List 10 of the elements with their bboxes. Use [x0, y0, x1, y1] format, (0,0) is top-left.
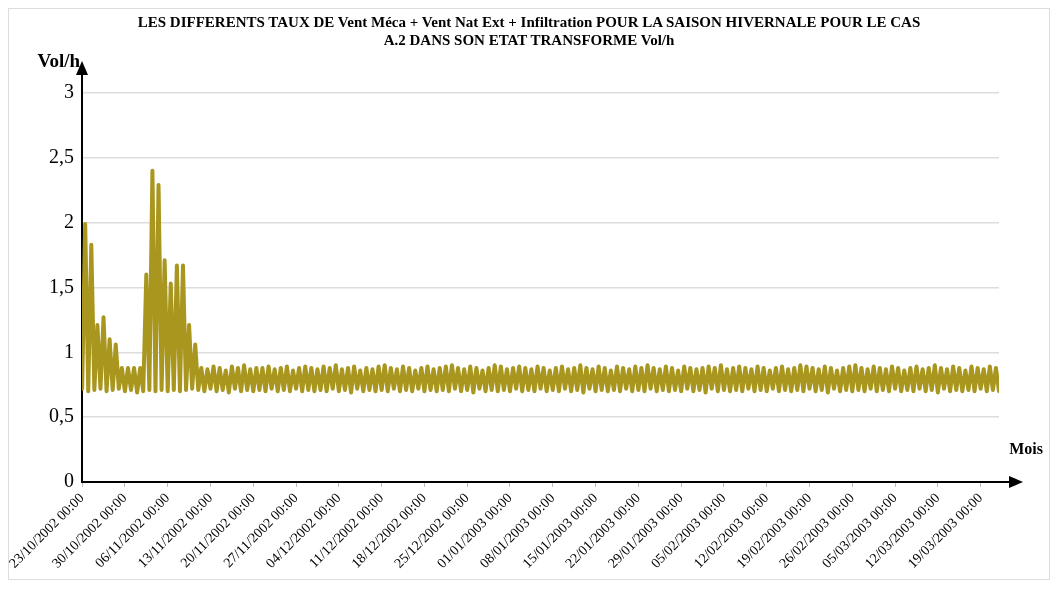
y-axis-title: Vol/h: [37, 50, 81, 71]
y-tick-label: 1: [64, 339, 75, 362]
y-tick-label: 1,5: [49, 274, 75, 297]
y-tick-label: 2,5: [49, 145, 75, 168]
x-axis-title: Mois: [1009, 440, 1043, 457]
chart-title: LES DIFFERENTS TAUX DE Vent Méca + Vent Nat Ext + Infiltration POUR LA SAISON HIVERNALE POUR LE CAS A.2 DANS SON ETAT TRANSFORME Vol/h: [136, 13, 922, 50]
y-tick-label: 3: [64, 80, 75, 103]
y-tick-label: 0: [64, 469, 75, 492]
y-tick-label: 2: [64, 209, 75, 232]
y-tick-label: 0,5: [49, 404, 75, 427]
